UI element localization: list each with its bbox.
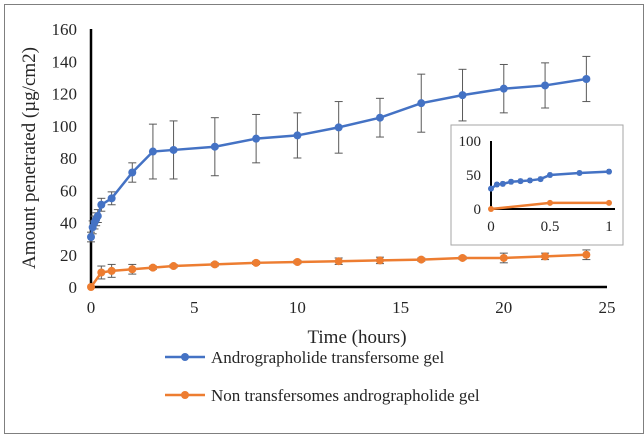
inset-x-tick-label: 1 xyxy=(605,219,613,235)
legend-swatch-marker xyxy=(181,353,189,361)
inset-series-transfersome-point xyxy=(499,180,506,187)
series-non-transfersome-point xyxy=(458,253,467,262)
x-tick-label: 25 xyxy=(599,298,616,317)
series-non-transfersome-point xyxy=(375,256,384,265)
series-transfersome-point xyxy=(252,134,261,143)
inset-y-tick-label: 100 xyxy=(459,134,482,150)
series-non-transfersome-point xyxy=(128,265,137,274)
x-tick-label: 15 xyxy=(392,298,409,317)
inset-series-non-transfersome-point xyxy=(488,206,494,212)
series-transfersome-point xyxy=(128,168,137,177)
x-tick-label: 5 xyxy=(190,298,199,317)
inset-series-transfersome-point xyxy=(526,177,533,184)
y-tick-label: 140 xyxy=(52,52,78,71)
series-non-transfersome-point xyxy=(210,260,219,269)
legend-label: Andrographolide transfersome gel xyxy=(211,348,444,367)
series-non-transfersome-point xyxy=(87,283,95,291)
inset-series-transfersome-point xyxy=(576,169,583,176)
x-tick-label: 20 xyxy=(495,298,512,317)
series-transfersome-point xyxy=(541,81,550,90)
y-tick-label: 20 xyxy=(60,246,77,265)
legend-swatch-marker xyxy=(181,391,189,399)
y-tick-label: 120 xyxy=(52,85,78,104)
series-non-transfersome-point xyxy=(169,262,178,271)
inset-series-non-transfersome-point xyxy=(547,199,553,206)
inset-series-non-transfersome-point xyxy=(606,199,612,206)
series-non-transfersome-point xyxy=(417,255,426,264)
y-tick-label: 60 xyxy=(60,181,77,200)
series-transfersome-point xyxy=(334,123,343,132)
inset-series-transfersome-point xyxy=(493,181,500,188)
series-transfersome-point xyxy=(417,99,426,108)
series-transfersome-point xyxy=(582,74,591,83)
series-transfersome-point xyxy=(97,200,106,209)
series-transfersome-point xyxy=(293,131,302,140)
x-tick-label: 0 xyxy=(87,298,96,317)
y-axis-title: Amount penetrated (µg/cm2) xyxy=(19,47,40,269)
inset-series-transfersome-point xyxy=(517,178,524,185)
inset-series-transfersome-point xyxy=(606,168,612,175)
series-transfersome-point xyxy=(499,84,508,93)
y-tick-label: 80 xyxy=(60,149,77,168)
y-tick-label: 0 xyxy=(69,278,78,297)
series-transfersome-point xyxy=(210,142,219,151)
inset-x-tick-label: 0.5 xyxy=(541,219,560,235)
inset-series-transfersome-point xyxy=(537,176,544,183)
x-axis-title: Time (hours) xyxy=(307,327,406,348)
series-non-transfersome-point xyxy=(107,266,116,275)
y-tick-label: 40 xyxy=(60,214,77,233)
series-non-transfersome-point xyxy=(541,252,550,261)
inset-box xyxy=(450,124,624,246)
inset-x-tick-label: 0 xyxy=(487,219,495,235)
inset-series-transfersome-point xyxy=(547,172,553,178)
inset-y-tick-label: 50 xyxy=(466,168,481,184)
series-non-transfersome-point xyxy=(582,250,591,259)
series-non-transfersome-point xyxy=(293,258,302,267)
series-non-transfersome-point xyxy=(499,253,508,262)
inset-y-tick-label: 0 xyxy=(474,202,482,218)
inset-series-transfersome-point xyxy=(488,185,494,192)
series-non-transfersome-line xyxy=(89,253,587,288)
y-tick-label: 160 xyxy=(52,20,78,39)
series-transfersome-point xyxy=(93,212,102,221)
x-tick-label: 10 xyxy=(289,298,306,317)
series-transfersome-point xyxy=(87,233,95,242)
legend-label: Non transfersomes andrographolide gel xyxy=(211,386,480,405)
series-transfersome-point xyxy=(458,91,467,100)
series-transfersome-point xyxy=(375,113,384,122)
series-non-transfersome-point xyxy=(148,263,157,272)
series-transfersome-point xyxy=(107,194,116,203)
series-non-transfersome-point xyxy=(334,257,343,266)
series-non-transfersome-point xyxy=(252,258,261,267)
series-transfersome-point xyxy=(169,145,178,154)
series-non-transfersome-point xyxy=(97,268,106,277)
chart-frame: 0 20 40 60 80 100 120 140 160 0 5 10 15 20 25 Time (hou… xyxy=(4,4,644,434)
y-tick-label: 100 xyxy=(52,117,78,136)
series-transfersome-point xyxy=(148,147,157,156)
inset-series-transfersome-point xyxy=(508,178,515,185)
